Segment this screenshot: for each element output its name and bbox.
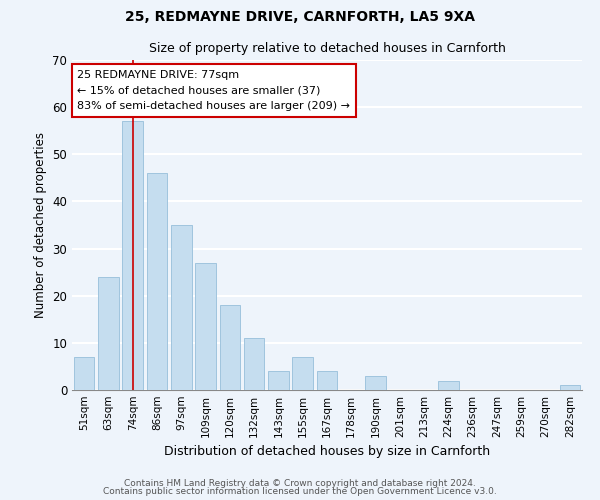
Text: Contains HM Land Registry data © Crown copyright and database right 2024.: Contains HM Land Registry data © Crown c… — [124, 478, 476, 488]
Bar — [317, 371, 337, 390]
Bar — [268, 371, 289, 390]
Bar — [171, 225, 191, 390]
Y-axis label: Number of detached properties: Number of detached properties — [34, 132, 47, 318]
Bar — [365, 376, 386, 390]
Text: 25 REDMAYNE DRIVE: 77sqm
← 15% of detached houses are smaller (37)
83% of semi-d: 25 REDMAYNE DRIVE: 77sqm ← 15% of detach… — [77, 70, 350, 111]
Bar — [292, 357, 313, 390]
Title: Size of property relative to detached houses in Carnforth: Size of property relative to detached ho… — [149, 42, 505, 54]
Bar — [146, 173, 167, 390]
Bar — [438, 380, 459, 390]
Bar — [74, 357, 94, 390]
Text: Contains public sector information licensed under the Open Government Licence v3: Contains public sector information licen… — [103, 487, 497, 496]
X-axis label: Distribution of detached houses by size in Carnforth: Distribution of detached houses by size … — [164, 446, 490, 458]
Bar — [560, 386, 580, 390]
Bar — [244, 338, 265, 390]
Bar — [122, 122, 143, 390]
Text: 25, REDMAYNE DRIVE, CARNFORTH, LA5 9XA: 25, REDMAYNE DRIVE, CARNFORTH, LA5 9XA — [125, 10, 475, 24]
Bar — [195, 262, 216, 390]
Bar — [98, 277, 119, 390]
Bar — [220, 305, 240, 390]
